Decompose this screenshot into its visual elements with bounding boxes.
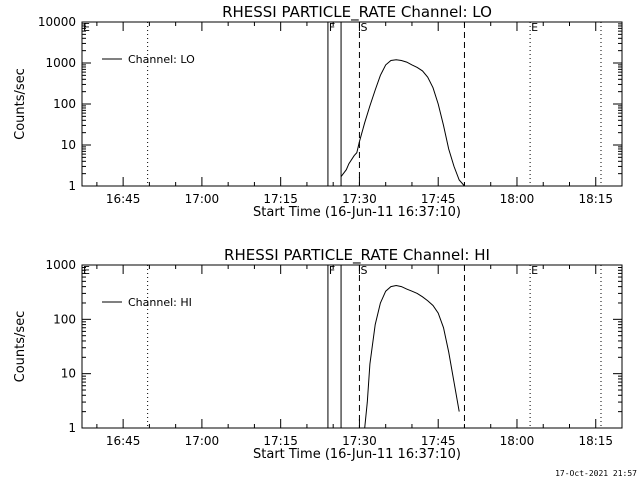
marker-label: E — [531, 264, 538, 277]
marker-label: S — [360, 21, 367, 34]
x-tick-label: 18:15 — [578, 192, 613, 206]
y-axis-label: Counts/sec — [13, 311, 28, 383]
y-axis-label: Counts/sec — [13, 68, 28, 140]
y-tick-label: 1000 — [45, 258, 76, 272]
marker-label: E — [83, 21, 90, 34]
x-tick-label: 17:00 — [185, 434, 220, 448]
marker-label: E — [531, 21, 538, 34]
legend-label: Channel: LO — [128, 53, 195, 66]
x-tick-label: 16:45 — [106, 192, 141, 206]
x-tick-label: 17:30 — [342, 192, 377, 206]
marker-label: F — [329, 21, 335, 34]
x-tick-label: 17:30 — [342, 434, 377, 448]
chart-title: RHESSI PARTICLE_RATE Channel: HI — [224, 246, 490, 265]
x-tick-label: 18:00 — [500, 434, 535, 448]
marker-label: E — [83, 264, 90, 277]
x-tick-label: 17:15 — [263, 434, 298, 448]
x-tick-label: 17:45 — [421, 434, 456, 448]
legend-label: Channel: HI — [128, 296, 192, 309]
series-line — [340, 59, 465, 187]
x-tick-label: 17:45 — [421, 192, 456, 206]
series-line — [364, 284, 460, 429]
y-tick-label: 1000 — [45, 56, 76, 70]
marker-label: S — [360, 264, 367, 277]
x-axis-label: Start Time (16-Jun-11 16:37:10) — [253, 447, 461, 462]
timestamp-label: 17-Oct-2021 21:57 — [555, 469, 637, 478]
y-tick-label: 100 — [53, 312, 76, 326]
x-tick-label: 17:00 — [185, 192, 220, 206]
y-tick-label: 10 — [61, 138, 76, 152]
x-tick-label: 17:15 — [263, 192, 298, 206]
y-tick-label: 1 — [68, 179, 76, 193]
marker-label: F — [329, 264, 335, 277]
y-tick-label: 10000 — [38, 15, 76, 29]
plot-frame — [81, 21, 623, 187]
y-tick-label: 10 — [61, 367, 76, 381]
x-tick-label: 16:45 — [106, 434, 141, 448]
chart-title: RHESSI PARTICLE_RATE Channel: LO — [222, 3, 492, 22]
x-tick-label: 18:00 — [500, 192, 535, 206]
y-tick-label: 100 — [53, 97, 76, 111]
plot-frame — [81, 264, 623, 429]
x-tick-label: 18:15 — [578, 434, 613, 448]
x-axis-label: Start Time (16-Jun-11 16:37:10) — [253, 205, 461, 220]
y-tick-label: 1 — [68, 421, 76, 435]
